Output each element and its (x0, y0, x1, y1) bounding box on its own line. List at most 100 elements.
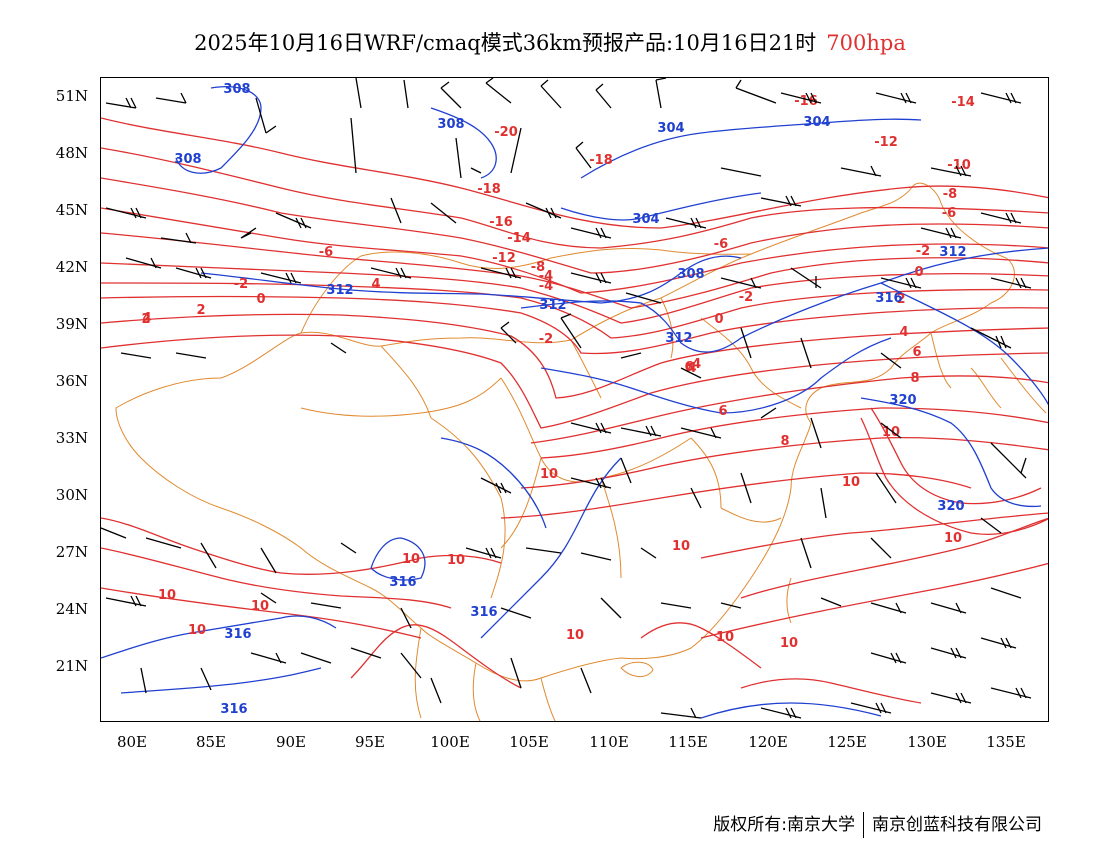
wind-barb (350, 647, 382, 659)
height-contour (860, 397, 1042, 508)
wind-barb (880, 422, 902, 439)
isotherm (870, 407, 1042, 505)
wind-barb (810, 417, 822, 449)
height-contour (700, 702, 882, 719)
taiwan (786, 577, 792, 624)
height-label: 308 (223, 82, 250, 97)
height-label: 316 (220, 702, 247, 717)
temp-label: 10 (402, 552, 420, 567)
isotherm (101, 207, 1048, 294)
temp-label: -14 (951, 95, 975, 110)
temp-label: 10 (716, 630, 734, 645)
wind-barb (930, 647, 967, 659)
wind-barb (990, 442, 1027, 479)
wind-barb (510, 657, 522, 689)
height-label: 312 (939, 245, 966, 260)
wind-barb (260, 547, 277, 574)
lat-label: 48N (55, 144, 88, 162)
wind-barb (310, 602, 342, 609)
isotherm (101, 282, 1048, 339)
wind-barb (980, 637, 1017, 649)
height-label: 320 (937, 499, 964, 514)
temp-label: -12 (874, 135, 898, 150)
wind-barb (570, 227, 612, 239)
temp-label: -6 (942, 206, 956, 221)
chart-title: 2025年10月16日WRF/cmaq模式36km预报产品:10月16日21时 7… (0, 27, 1100, 57)
wind-barb (510, 127, 522, 174)
wind-barb (480, 267, 522, 279)
lat-label: 42N (55, 258, 88, 276)
wind-barb (455, 137, 462, 179)
temp-label: 10 (944, 531, 962, 546)
wind-barb (120, 352, 152, 359)
height-contour (560, 192, 762, 221)
temp-label: -18 (589, 153, 613, 168)
wind-barb (275, 212, 312, 229)
temp-label: 10 (251, 599, 269, 614)
wind-barb (525, 202, 562, 219)
wind-barb (355, 78, 362, 109)
lon-label: 80E (116, 733, 148, 751)
height-label: 320 (889, 393, 916, 408)
isotherm (101, 547, 452, 609)
wind-barb (330, 342, 347, 354)
wind-barb (430, 202, 457, 224)
lat-label: 45N (55, 201, 88, 219)
wind-barb (200, 542, 217, 569)
wind-barb (875, 92, 917, 104)
wind-barb (930, 602, 967, 614)
height-label: 316 (875, 291, 902, 306)
wind-barb (680, 427, 722, 439)
temp-label: -8 (943, 187, 957, 202)
wind-barb (595, 83, 612, 109)
wind-barb (260, 272, 302, 284)
temp-label: 10 (780, 636, 798, 651)
wind-barb (340, 542, 357, 554)
lat-label: 21N (55, 657, 88, 675)
weather-map: -20 -18 -18 -16 -16 -14 -14 -12 -12 -10 … (101, 78, 1048, 721)
height-contour (520, 247, 1048, 353)
temp-label: 4 (371, 277, 380, 292)
mongolia-border (300, 247, 752, 334)
wind-barb (990, 687, 1032, 699)
temp-label: -2 (916, 244, 930, 259)
lon-label: 110E (589, 733, 629, 751)
wind-barb (820, 487, 827, 519)
map-panel: -20 -18 -18 -16 -16 -14 -14 -12 -12 -10 … (100, 77, 1049, 722)
height-contour (120, 667, 322, 694)
wind-barb (660, 707, 702, 719)
korea-japan (930, 332, 1047, 414)
temp-label: -12 (492, 251, 516, 266)
height-label: 308 (677, 267, 704, 282)
wind-barb (570, 272, 612, 284)
wind-barb (125, 257, 162, 269)
height-contour (175, 86, 262, 174)
wind-barb (870, 652, 907, 664)
wind-barb (105, 97, 137, 109)
wind-barb (625, 292, 662, 304)
wind-barb (500, 607, 532, 619)
temp-label: -4 (539, 269, 553, 284)
temp-label: 10 (158, 588, 176, 603)
wind-barb (690, 487, 702, 509)
height-label: 312 (665, 331, 692, 346)
temp-label: 10 (447, 553, 465, 568)
lat-label: 27N (55, 543, 88, 561)
wind-barb (350, 117, 357, 174)
wind-barb (820, 597, 842, 607)
wind-barb (240, 227, 257, 239)
wind-barb (480, 477, 512, 494)
temp-label: 4 (687, 361, 696, 376)
temp-label: -18 (477, 182, 501, 197)
height-contour (580, 118, 922, 179)
temp-label: -8 (531, 260, 545, 275)
temp-label: 10 (672, 539, 690, 554)
title-level: 700hpa (826, 31, 906, 55)
wind-barb (250, 652, 287, 664)
lon-label: 90E (275, 733, 307, 751)
wind-barb (600, 597, 622, 619)
temperature-labels: -20 -18 -18 -16 -16 -14 -14 -12 -12 -10 … (141, 94, 974, 651)
wind-barb (655, 78, 667, 109)
wind-barb (570, 422, 612, 434)
isotherm (350, 622, 762, 689)
